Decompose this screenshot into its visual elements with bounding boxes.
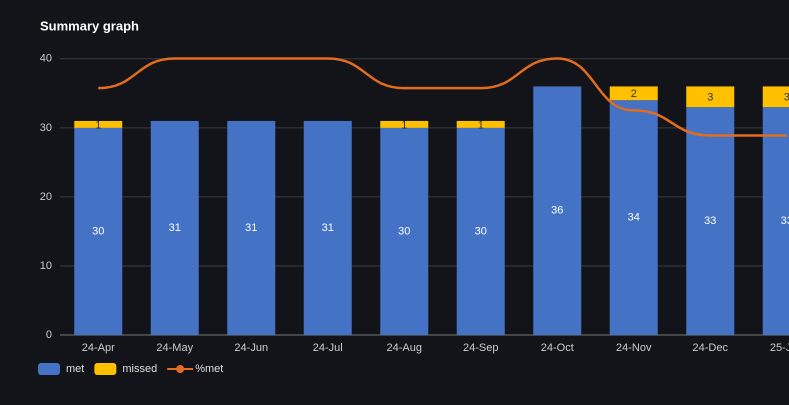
x-tick-label: 24-Oct bbox=[541, 342, 574, 354]
chart-title: Summary graph bbox=[40, 18, 139, 33]
legend-swatch bbox=[176, 365, 185, 373]
y-tick-label: 10 bbox=[40, 260, 52, 272]
data-label: 33 bbox=[704, 215, 716, 227]
bar-segment bbox=[609, 86, 658, 101]
data-label: 3 bbox=[784, 92, 789, 104]
bar-segment bbox=[150, 120, 199, 335]
data-label: 31 bbox=[245, 222, 257, 234]
bar-segment bbox=[609, 100, 658, 335]
data-label: 34 bbox=[628, 212, 640, 224]
bar-segment bbox=[74, 120, 123, 128]
x-tick-label: 24-Apr bbox=[82, 342, 115, 354]
data-label: 2 bbox=[631, 88, 637, 100]
legend-swatch bbox=[38, 363, 60, 375]
x-tick-label: 24-Dec bbox=[693, 342, 729, 354]
bar-segment bbox=[456, 127, 505, 335]
y-tick-label: 20 bbox=[40, 191, 52, 203]
x-tick-label: 24-Jul bbox=[313, 342, 343, 354]
bar-segment bbox=[686, 86, 735, 108]
data-label: 3 bbox=[707, 92, 713, 104]
line-series bbox=[98, 57, 787, 137]
bar-segment bbox=[74, 127, 123, 335]
bar-segment bbox=[227, 120, 276, 335]
bar-segment bbox=[456, 120, 505, 128]
x-tick-label: 24-Jun bbox=[234, 342, 268, 354]
data-label: 31 bbox=[169, 222, 181, 234]
data-label: 33 bbox=[781, 215, 789, 227]
legend-label: met bbox=[66, 363, 84, 375]
data-label: 1 bbox=[95, 119, 101, 131]
legend-label: missed bbox=[122, 363, 157, 375]
data-label: 1 bbox=[401, 119, 407, 131]
legend-label: %met bbox=[195, 363, 223, 375]
bar-segment bbox=[303, 120, 352, 335]
bar-segment bbox=[762, 86, 789, 108]
data-label: 31 bbox=[322, 222, 334, 234]
data-label: 30 bbox=[92, 225, 104, 237]
x-tick-label: 25-Jan bbox=[770, 342, 789, 354]
bar-segment bbox=[762, 107, 789, 336]
x-tick-label: 24-Nov bbox=[616, 342, 652, 354]
x-tick-label: 24-Sep bbox=[463, 342, 498, 354]
y-tick-label: 40 bbox=[40, 53, 52, 65]
x-tick-label: 24-Aug bbox=[387, 342, 422, 354]
bar-segment bbox=[533, 86, 582, 335]
data-label: 30 bbox=[475, 225, 487, 237]
bar-segment bbox=[380, 127, 429, 335]
data-label: 30 bbox=[398, 225, 410, 237]
legend-swatch bbox=[94, 363, 117, 375]
x-tick-label: 24-May bbox=[156, 342, 193, 354]
y-tick-label: 0 bbox=[46, 329, 52, 341]
data-label: 1 bbox=[478, 119, 484, 131]
bar-segment bbox=[686, 107, 735, 336]
data-label: 36 bbox=[551, 205, 563, 217]
bar-segment bbox=[380, 120, 429, 128]
y-tick-label: 30 bbox=[40, 122, 52, 134]
